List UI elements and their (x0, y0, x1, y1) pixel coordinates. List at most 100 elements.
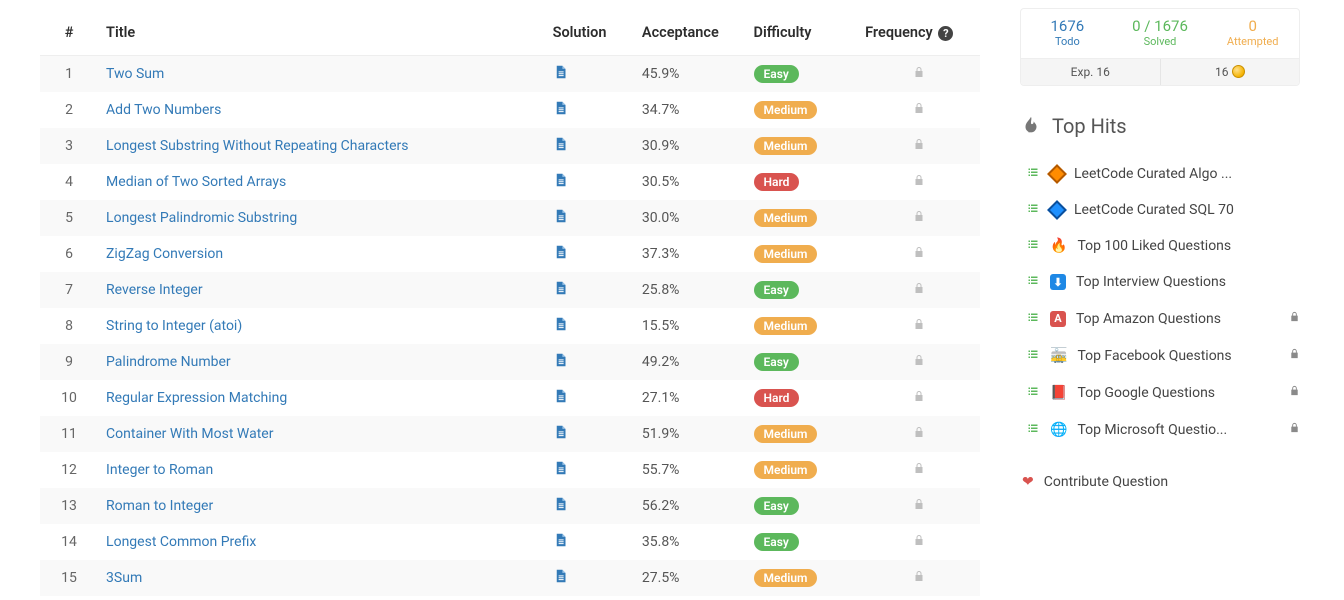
row-number: 14 (40, 524, 98, 560)
problem-link[interactable]: Roman to Integer (106, 498, 213, 514)
problems-table: # Title Solution Acceptance Difficulty F… (40, 14, 980, 596)
top-hits-label: Top Microsoft Questio... (1077, 422, 1279, 438)
acceptance-value: 55.7% (634, 452, 746, 488)
amazon-icon: A (1050, 311, 1066, 327)
solution-icon[interactable] (553, 243, 568, 265)
solution-icon[interactable] (553, 135, 568, 157)
solution-icon[interactable] (553, 531, 568, 553)
difficulty-badge: Easy (754, 533, 799, 551)
solution-icon[interactable] (553, 459, 568, 481)
solution-icon[interactable] (553, 567, 568, 589)
difficulty-badge: Medium (754, 209, 818, 227)
lock-icon[interactable] (913, 175, 925, 191)
problem-link[interactable]: Longest Palindromic Substring (106, 210, 297, 226)
stat-todo[interactable]: 1676 Todo (1021, 9, 1114, 58)
header-difficulty[interactable]: Difficulty (746, 14, 858, 56)
lock-icon[interactable] (913, 535, 925, 551)
row-number: 12 (40, 452, 98, 488)
lock-icon[interactable] (913, 103, 925, 119)
stat-solved-value: 0 / 1676 (1114, 17, 1207, 35)
table-row: 12 Integer to Roman 55.7% Medium (40, 452, 980, 488)
problem-link[interactable]: ZigZag Conversion (106, 246, 223, 262)
solution-icon[interactable] (553, 63, 568, 85)
difficulty-badge: Medium (754, 461, 818, 479)
row-number: 2 (40, 92, 98, 128)
top-hits-item[interactable]: 🔥Top 100 Liked Questions (1020, 228, 1300, 264)
problem-link[interactable]: String to Integer (atoi) (106, 318, 242, 334)
solution-icon[interactable] (553, 495, 568, 517)
header-solution[interactable]: Solution (545, 14, 634, 56)
diamond-orange-icon (1047, 164, 1067, 184)
header-number[interactable]: # (40, 14, 98, 56)
top-hits-item[interactable]: 📕Top Google Questions (1020, 374, 1300, 411)
solution-icon[interactable] (553, 351, 568, 373)
solution-icon[interactable] (553, 279, 568, 301)
problem-link[interactable]: Longest Substring Without Repeating Char… (106, 138, 408, 154)
google-icon: 📕 (1050, 385, 1067, 401)
contribute-question-link[interactable]: ❤ Contribute Question (1020, 474, 1300, 490)
lock-icon[interactable] (913, 67, 925, 83)
table-row: 7Reverse Integer25.8%Easy (40, 272, 980, 308)
problem-link[interactable]: Container With Most Water (106, 426, 273, 442)
top-hits-item[interactable]: LeetCode Curated SQL 70 (1020, 192, 1300, 228)
solution-icon[interactable] (553, 315, 568, 337)
table-row: 11Container With Most Water51.9%Medium (40, 416, 980, 452)
problem-link[interactable]: Longest Common Prefix (106, 534, 256, 550)
problem-link[interactable]: Median of Two Sorted Arrays (106, 174, 286, 190)
top-hits-item[interactable]: 🚋Top Facebook Questions (1020, 337, 1300, 374)
table-row: 13Roman to Integer56.2%Easy (40, 488, 980, 524)
lock-icon[interactable] (913, 463, 925, 479)
problem-link[interactable]: Integer to Roman (106, 462, 213, 478)
facebook-icon: 🚋 (1050, 348, 1067, 364)
list-icon (1026, 385, 1040, 401)
solution-icon[interactable] (553, 387, 568, 409)
difficulty-badge: Easy (754, 353, 799, 371)
table-row: 3Longest Substring Without Repeating Cha… (40, 128, 980, 164)
row-number: 8 (40, 308, 98, 344)
lock-icon[interactable] (913, 247, 925, 263)
lock-icon[interactable] (913, 571, 925, 587)
solution-icon[interactable] (553, 99, 568, 121)
table-row: 6ZigZag Conversion37.3%Medium (40, 236, 980, 272)
difficulty-badge: Easy (754, 497, 799, 515)
table-row: 14Longest Common Prefix35.8%Easy (40, 524, 980, 560)
fire-icon: 🔥 (1050, 238, 1067, 254)
lock-icon (1289, 347, 1300, 364)
header-frequency[interactable]: Frequency ? (857, 14, 980, 56)
heart-icon: ❤ (1022, 474, 1034, 490)
lock-icon[interactable] (913, 427, 925, 443)
solution-icon[interactable] (553, 171, 568, 193)
acceptance-value: 30.0% (634, 200, 746, 236)
lock-icon[interactable] (913, 283, 925, 299)
difficulty-badge: Medium (754, 137, 818, 155)
stat-solved[interactable]: 0 / 1676 Solved (1114, 9, 1207, 58)
header-title[interactable]: Title (98, 14, 545, 56)
solution-icon[interactable] (553, 207, 568, 229)
lock-icon[interactable] (913, 319, 925, 335)
top-hits-item[interactable]: LeetCode Curated Algo ... (1020, 156, 1300, 192)
header-acceptance[interactable]: Acceptance (634, 14, 746, 56)
lock-icon[interactable] (913, 499, 925, 515)
problem-link[interactable]: Palindrome Number (106, 354, 231, 370)
problem-link[interactable]: Reverse Integer (106, 282, 203, 298)
problem-link[interactable]: Add Two Numbers (106, 102, 221, 118)
table-row: 9Palindrome Number49.2%Easy (40, 344, 980, 380)
top-hits-item[interactable]: ATop Amazon Questions (1020, 300, 1300, 337)
problems-table-container: # Title Solution Acceptance Difficulty F… (40, 0, 980, 596)
problem-link[interactable]: Regular Expression Matching (106, 390, 287, 406)
solution-icon[interactable] (553, 423, 568, 445)
lock-icon[interactable] (913, 139, 925, 155)
acceptance-value: 30.5% (634, 164, 746, 200)
top-hits-item[interactable]: 🌐 Top Microsoft Questio... (1020, 411, 1300, 448)
stat-attempted[interactable]: 0 Attempted (1206, 9, 1299, 58)
lock-icon[interactable] (913, 355, 925, 371)
problem-link[interactable]: Two Sum (106, 66, 164, 82)
table-row: 4Median of Two Sorted Arrays30.5%Hard (40, 164, 980, 200)
problem-link[interactable]: 3Sum (106, 570, 142, 586)
lock-icon[interactable] (913, 391, 925, 407)
row-number: 10 (40, 380, 98, 416)
microsoft-icon: 🌐 (1050, 422, 1067, 438)
help-icon[interactable]: ? (938, 26, 953, 41)
lock-icon[interactable] (913, 211, 925, 227)
top-hits-item[interactable]: ⬇Top Interview Questions (1020, 264, 1300, 300)
